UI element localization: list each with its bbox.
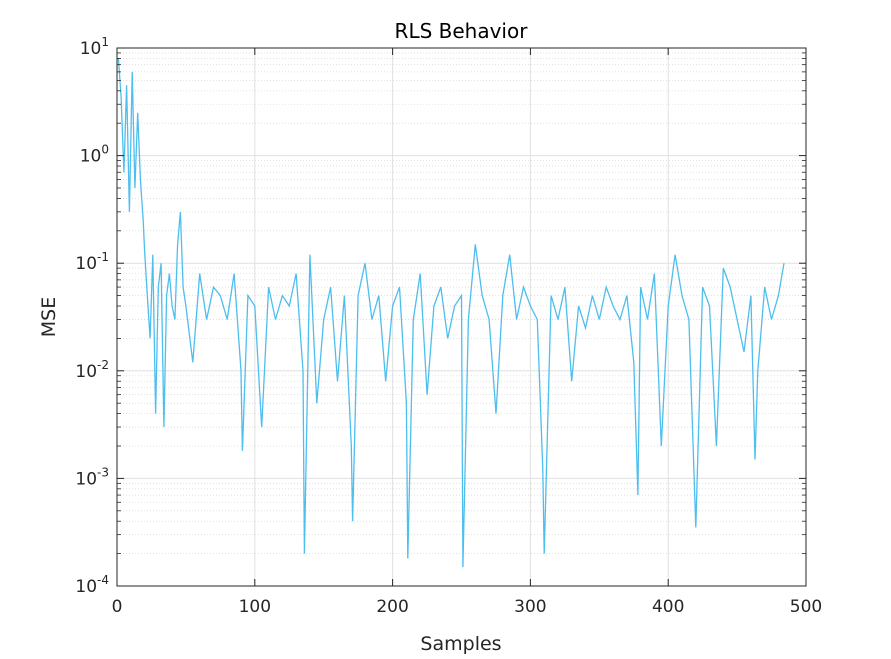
x-tick-label: 400 bbox=[652, 597, 684, 617]
y-tick-exponent: 0 bbox=[101, 143, 109, 157]
x-tick-label: 100 bbox=[239, 597, 271, 617]
y-tick-base: 10 bbox=[75, 254, 97, 274]
x-tick-label: 300 bbox=[514, 597, 546, 617]
y-tick-base: 10 bbox=[80, 147, 102, 167]
y-tick-exponent: -4 bbox=[97, 573, 109, 587]
chart-title: RLS Behavior bbox=[395, 19, 529, 43]
y-tick-label: 10-4 bbox=[75, 573, 109, 597]
y-tick-base: 10 bbox=[80, 39, 102, 59]
y-tick-base: 10 bbox=[75, 469, 97, 489]
y-tick-exponent: 1 bbox=[101, 35, 109, 49]
y-axis-label: MSE bbox=[38, 297, 60, 337]
x-tick-label: 0 bbox=[112, 597, 123, 617]
y-tick-label: 10-2 bbox=[75, 358, 109, 382]
y-tick-exponent: -2 bbox=[97, 358, 109, 372]
y-tick-label: 101 bbox=[80, 35, 109, 59]
y-tick-label: 10-3 bbox=[75, 465, 109, 489]
x-tick-label: 500 bbox=[790, 597, 822, 617]
y-tick-label: 100 bbox=[80, 143, 109, 167]
y-tick-exponent: -1 bbox=[97, 250, 109, 264]
y-tick-label: 10-1 bbox=[75, 250, 109, 274]
mse-series-line bbox=[117, 58, 785, 568]
x-tick-label: 200 bbox=[376, 597, 408, 617]
axis-ticks bbox=[116, 47, 807, 587]
x-axis-label: Samples bbox=[420, 633, 501, 655]
x-tick-labels: 0 100 200 300 400 500 bbox=[112, 597, 823, 617]
y-tick-exponent: -3 bbox=[97, 465, 109, 479]
y-tick-base: 10 bbox=[75, 362, 97, 382]
plot-frame bbox=[116, 47, 807, 587]
y-tick-base: 10 bbox=[75, 577, 97, 597]
